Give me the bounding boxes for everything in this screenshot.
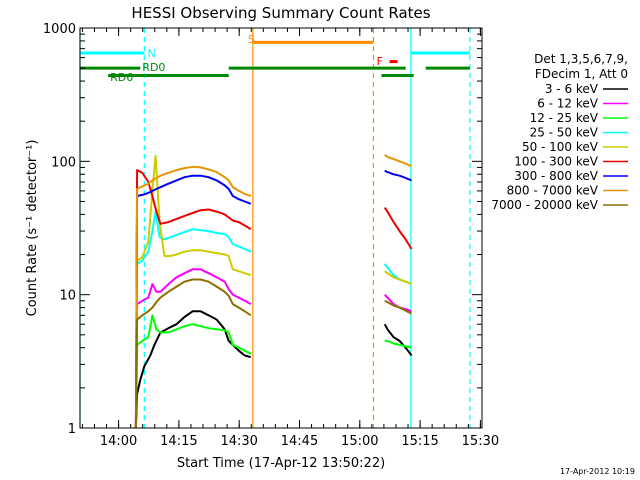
x-tick-label-0: 14:00 [100,434,137,449]
legend-header-0: Det 1,3,5,6,7,9, [534,52,628,66]
x-tick-label-2: 14:30 [220,434,257,449]
datestamp: 17-Apr-2012 10:19 [560,467,635,476]
legend-label-3: 25 - 50 keV [530,126,599,140]
series-line-8-seg-1 [384,299,413,315]
y-tick-label-3: 1000 [43,22,76,37]
legend-label-0: 3 - 6 keV [545,82,599,96]
y-axis-label: Count Rate (s⁻¹ detector⁻¹) [25,140,40,317]
series-line-5-seg-1 [383,207,413,250]
y-axis-ticks: 1 10 100 1000 [43,22,482,437]
y-tick-label-0: 1 [68,422,76,437]
series-line-4-seg-1 [384,270,412,286]
series-line-6-seg-0 [134,174,252,429]
series-line-8-seg-0 [134,278,252,429]
x-tick-label-6: 15:30 [462,434,499,449]
x-tick-label-5: 15:15 [401,434,438,449]
state-label-rd0: RD0 [142,61,165,74]
series-line-1-seg-0 [134,268,252,429]
legend: Det 1,3,5,6,7,9,FDecim 1, Att 03 - 6 keV… [491,52,628,212]
x-axis-ticks: 14:00 14:15 14:30 14:45 15:00 15:15 15:30 [81,28,499,449]
x-tick-label-4: 15:00 [341,434,378,449]
state-label-s: S [248,33,255,46]
series-line-6-seg-1 [384,169,412,182]
series-line-7-seg-0 [134,165,252,429]
series-line-2-seg-0 [134,314,252,429]
state-label-f: F [377,55,383,68]
x-axis-label: Start Time (17-Apr-12 13:50:22) [177,456,385,471]
legend-header-1: FDecim 1, Att 0 [535,67,628,81]
chart-title: HESSI Observing Summary Count Rates [131,4,430,22]
legend-label-4: 50 - 100 keV [522,140,599,154]
state-label-n: N [148,47,156,60]
legend-label-2: 12 - 25 keV [530,111,599,125]
series-line-0-seg-1 [383,323,413,357]
legend-label-5: 100 - 300 keV [514,155,598,169]
plot-frame [79,27,483,429]
y-tick-label-1: 10 [59,289,76,304]
series-line-7-seg-1 [384,154,412,168]
state-label-rd6: RD6 [110,71,133,84]
series-line-4-seg-0 [134,154,252,429]
x-tick-label-3: 14:45 [281,434,318,449]
series-lines [134,154,413,429]
legend-label-1: 6 - 12 keV [537,97,599,111]
series-line-3-seg-0 [134,210,252,429]
y-tick-label-2: 100 [51,155,76,170]
series-line-2-seg-1 [384,339,412,349]
state-bars [80,40,470,78]
legend-label-8: 7000 - 20000 keV [491,198,598,212]
legend-label-6: 300 - 800 keV [514,169,598,183]
legend-label-7: 800 - 7000 keV [507,184,599,198]
x-tick-label-1: 14:15 [160,434,197,449]
